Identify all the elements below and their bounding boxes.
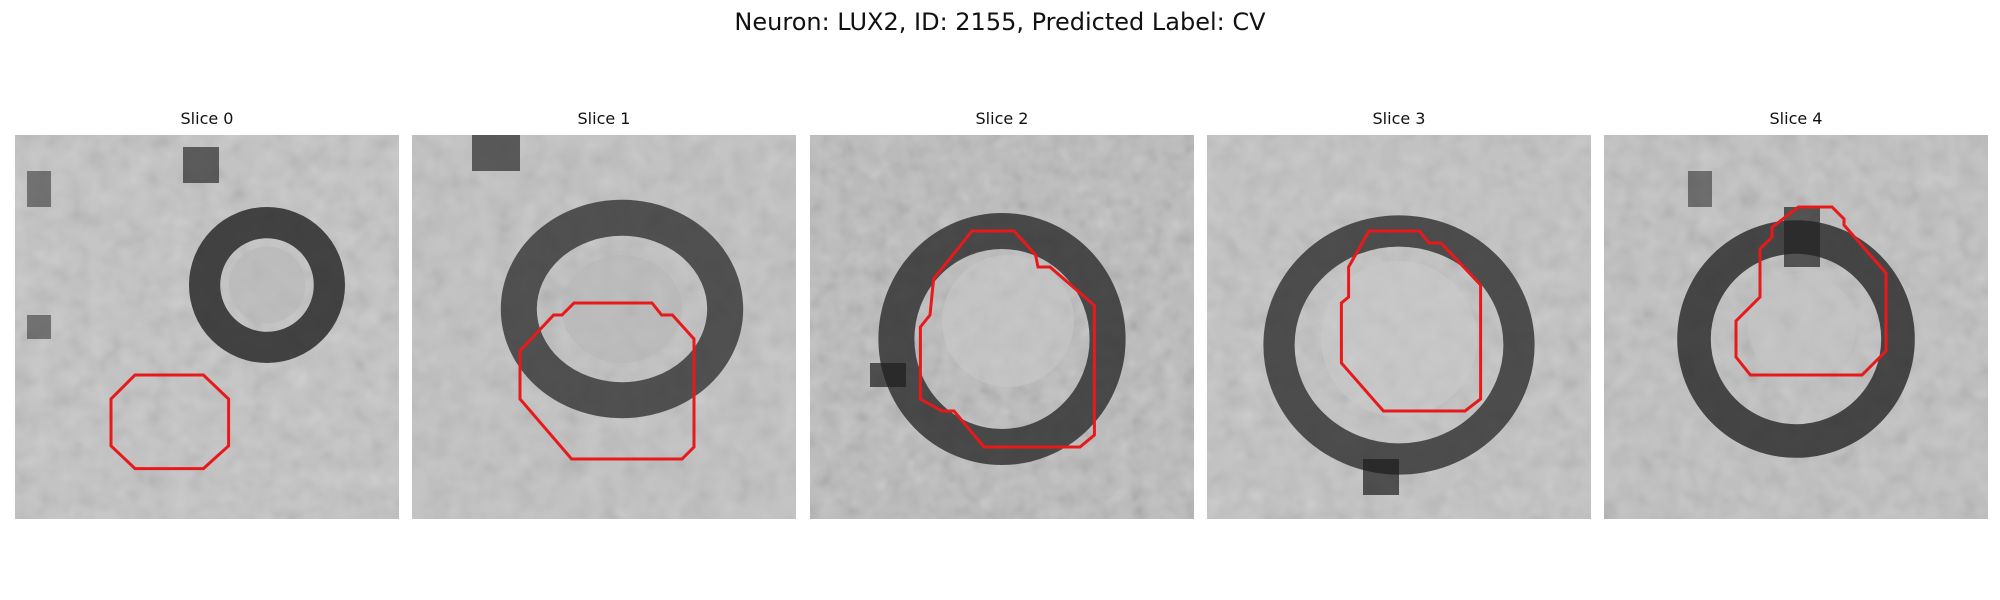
roi-outline-1	[518, 301, 696, 461]
roi-outline-0	[109, 373, 231, 471]
slice-title-3: Slice 3	[1372, 109, 1426, 128]
slice-title-4: Slice 4	[1769, 109, 1823, 128]
figure-title: Neuron: LUX2, ID: 2155, Predicted Label:…	[734, 8, 1266, 36]
roi-outline-4	[1734, 205, 1888, 377]
roi-outline-3	[1339, 229, 1483, 413]
slice-image-2	[810, 135, 1194, 519]
slice-image-0	[15, 135, 399, 519]
slice-title-0: Slice 0	[180, 109, 234, 128]
roi-outline-2	[918, 229, 1096, 449]
slice-image-4	[1604, 135, 1988, 519]
slice-title-2: Slice 2	[975, 109, 1029, 128]
slice-image-3	[1207, 135, 1591, 519]
slice-title-1: Slice 1	[577, 109, 631, 128]
slice-image-1	[412, 135, 796, 519]
